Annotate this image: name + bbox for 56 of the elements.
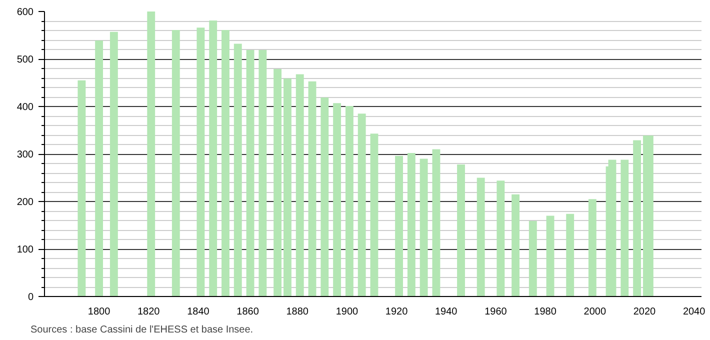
y-tick-label: 100: [16, 244, 34, 256]
x-tick-label: 1860: [236, 306, 260, 318]
x-tick-label: 1880: [286, 306, 309, 318]
x-tick-label: 1820: [138, 306, 160, 318]
x-tick-label: 1980: [534, 306, 557, 318]
bar: [234, 44, 242, 296]
y-tick-label: 0: [28, 292, 34, 303]
bar: [209, 20, 218, 296]
bar: [588, 199, 596, 296]
y-tick-label: 600: [16, 7, 34, 18]
x-tick-label: 1900: [336, 306, 359, 318]
x-tick-label: 1920: [385, 306, 408, 318]
bar: [370, 134, 378, 296]
bar: [512, 194, 520, 296]
bar: [457, 164, 465, 296]
y-tick-label: 500: [16, 54, 34, 66]
bar: [496, 180, 505, 296]
bar: [308, 81, 316, 296]
bar: [528, 220, 537, 296]
x-tick-label: 2020: [633, 306, 656, 318]
bar: [196, 28, 205, 296]
x-tick-label: 1960: [484, 306, 508, 318]
x-tick-label: 1940: [435, 306, 458, 318]
bar: [620, 160, 629, 296]
x-tick-label: 1800: [88, 306, 111, 318]
bar: [296, 74, 304, 296]
bar: [395, 156, 403, 296]
bar: [333, 103, 342, 296]
bar: [147, 12, 156, 296]
bar: [432, 149, 440, 296]
y-tick-label: 400: [16, 102, 34, 113]
bar: [78, 80, 86, 296]
bar: [633, 140, 642, 296]
bar: [222, 30, 230, 296]
bar: [345, 106, 354, 296]
bar: [358, 114, 366, 296]
bar: [407, 153, 416, 296]
bar: [95, 40, 104, 296]
y-tick-label: 300: [16, 150, 34, 160]
bar: [320, 97, 329, 296]
x-tick-label: 2000: [584, 306, 606, 318]
x-tick-label: 1840: [187, 306, 210, 318]
y-tick-label: 200: [16, 197, 34, 208]
bar: [476, 178, 485, 296]
bar: [246, 50, 254, 296]
bar: [546, 216, 554, 296]
bar: [110, 32, 118, 296]
bar: [420, 158, 428, 296]
bar: [274, 68, 282, 296]
source-note: Sources : base Cassini de l'EHESS et base Insee.: [30, 324, 254, 336]
x-tick-label: 2040: [682, 306, 706, 318]
bar: [284, 78, 292, 296]
bar: [566, 214, 574, 296]
bar: [608, 160, 616, 296]
bar: [258, 50, 267, 296]
bar: [172, 30, 180, 296]
